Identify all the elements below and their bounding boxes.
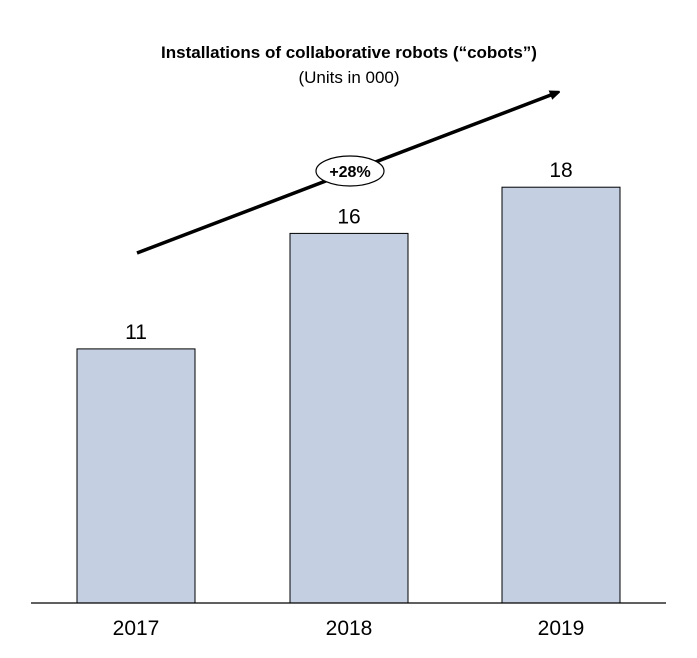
data-labels-group: 11 16 18 — [125, 159, 573, 344]
growth-annotation: +28% — [315, 155, 385, 187]
bar-2017 — [76, 348, 196, 604]
bar-2018 — [289, 232, 409, 604]
bars-group — [76, 186, 621, 604]
chart-title: Installations of collaborative robots (“… — [161, 43, 537, 62]
x-tick-label-2019: 2019 — [538, 617, 585, 640]
data-label-2018: 16 — [337, 205, 360, 228]
growth-annotation-ellipse — [315, 155, 385, 187]
data-label-2017: 11 — [125, 321, 147, 344]
data-label-2019: 18 — [549, 159, 572, 182]
x-tick-labels-group: 2017 2018 2019 — [113, 617, 585, 640]
bar-2019 — [501, 186, 621, 604]
x-tick-label-2018: 2018 — [326, 617, 373, 640]
growth-annotation-text: +28% — [329, 164, 370, 181]
chart-subtitle: (Units in 000) — [298, 68, 399, 87]
x-tick-label-2017: 2017 — [113, 617, 160, 640]
